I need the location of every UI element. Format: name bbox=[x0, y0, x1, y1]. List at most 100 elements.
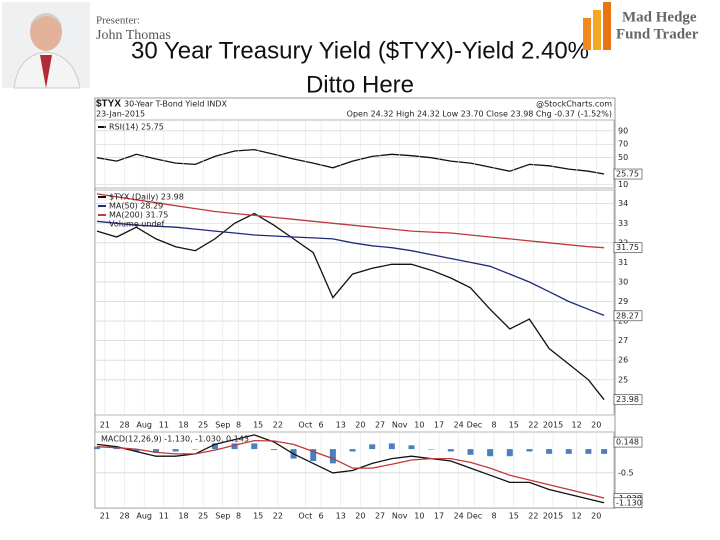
y-tick-label: 70 bbox=[618, 140, 628, 149]
x-tick-label: 8 bbox=[236, 512, 241, 521]
histogram-bar bbox=[447, 449, 454, 452]
logo-line: Fund Trader bbox=[616, 26, 699, 42]
last-value-label: 25.75 bbox=[616, 170, 639, 179]
histogram-bar bbox=[192, 449, 199, 450]
x-tick-label: 21 bbox=[100, 421, 110, 430]
x-tick-label: 18 bbox=[178, 421, 188, 430]
x-tick-label: 11 bbox=[159, 512, 169, 521]
histogram-bar bbox=[408, 445, 415, 450]
x-tick-label: Dec bbox=[467, 421, 482, 430]
slide-title: 30 Year Treasury Yield ($TYX)-Yield 2.40… bbox=[131, 37, 589, 64]
x-tick-label: 17 bbox=[434, 512, 444, 521]
histogram-bar bbox=[152, 449, 159, 453]
date: 23-Jan-2015 bbox=[96, 110, 145, 119]
x-tick-label: 10 bbox=[414, 421, 424, 430]
x-tick-label: 15 bbox=[253, 512, 263, 521]
histogram-bar bbox=[546, 449, 553, 454]
legend-label: RSI(14) 25.75 bbox=[109, 123, 164, 132]
histogram-bar bbox=[506, 449, 513, 457]
histogram-bar bbox=[467, 449, 474, 455]
presenter-photo bbox=[2, 2, 90, 89]
histogram-bar bbox=[369, 444, 376, 450]
y-tick-label: 27 bbox=[618, 336, 628, 345]
x-tick-label: 20 bbox=[355, 512, 365, 521]
x-tick-label: 20 bbox=[355, 421, 365, 430]
logo-icon bbox=[583, 2, 611, 50]
x-tick-label: Oct bbox=[298, 421, 312, 430]
histogram-bar bbox=[565, 449, 572, 454]
quote: Open 24.32 High 24.32 Low 23.70 Close 23… bbox=[347, 110, 612, 119]
x-tick-label: 13 bbox=[336, 421, 346, 430]
series-line bbox=[96, 212, 605, 401]
histogram-bar bbox=[349, 449, 356, 452]
legend-label: Volume undef bbox=[109, 220, 164, 229]
last-value-label: 31.75 bbox=[616, 243, 639, 252]
histogram-bar bbox=[231, 443, 238, 450]
series-line bbox=[96, 439, 605, 499]
x-tick-label: 21 bbox=[100, 512, 110, 521]
x-tick-label: 20 bbox=[591, 421, 601, 430]
last-value-marker bbox=[613, 310, 643, 322]
presenter-label: Presenter: bbox=[96, 15, 140, 27]
x-tick-label: 15 bbox=[253, 421, 263, 430]
x-tick-label: 13 bbox=[336, 512, 346, 521]
y-tick-label: 50 bbox=[618, 153, 628, 162]
histogram-bar bbox=[329, 449, 336, 464]
source: @StockCharts.com bbox=[536, 100, 612, 109]
last-value-marker bbox=[613, 436, 643, 448]
x-tick-label: 6 bbox=[319, 512, 324, 521]
y-tick-label: 90 bbox=[618, 126, 628, 135]
histogram-bar bbox=[601, 449, 608, 454]
histogram-bar bbox=[310, 449, 317, 461]
histogram-bar bbox=[113, 448, 120, 450]
last-value-marker bbox=[613, 497, 643, 509]
x-tick-label: 27 bbox=[375, 421, 385, 430]
series-line bbox=[96, 434, 605, 504]
y-tick-label: 29 bbox=[618, 297, 628, 306]
x-tick-label: Sep bbox=[215, 421, 230, 430]
x-tick-label: Aug bbox=[136, 421, 152, 430]
x-tick-label: Oct bbox=[298, 512, 312, 521]
x-tick-label: 28 bbox=[119, 512, 129, 521]
histogram-bar bbox=[526, 449, 533, 452]
histogram-bar bbox=[133, 449, 140, 452]
series-line bbox=[96, 148, 605, 175]
symbol: $TYX bbox=[96, 99, 121, 110]
y-tick-label: 25 bbox=[618, 375, 628, 384]
last-value-marker bbox=[613, 168, 643, 180]
presenter-name: John Thomas bbox=[96, 28, 171, 43]
histogram-bar bbox=[428, 449, 435, 450]
x-tick-label: Dec bbox=[467, 512, 482, 521]
x-tick-label: Nov bbox=[392, 421, 408, 430]
x-tick-label: 22 bbox=[273, 512, 283, 521]
x-tick-label: 25 bbox=[198, 421, 208, 430]
y-tick-label: -0.5 bbox=[618, 468, 634, 477]
legend-label: $TYX (Daily) 23.98 bbox=[109, 193, 184, 202]
legend-label: MA(200) 31.75 bbox=[109, 211, 168, 220]
x-tick-label: 18 bbox=[178, 512, 188, 521]
histogram-bar bbox=[585, 449, 592, 454]
histogram-bar bbox=[172, 449, 179, 452]
y-tick-label: 26 bbox=[618, 356, 628, 365]
x-tick-label: 15 bbox=[509, 421, 519, 430]
last-value-marker bbox=[613, 242, 643, 254]
x-tick-label: 20 bbox=[591, 512, 601, 521]
histogram-bar bbox=[270, 449, 277, 451]
x-tick-label: 12 bbox=[572, 421, 582, 430]
x-tick-label: 11 bbox=[159, 421, 169, 430]
x-tick-label: 22 bbox=[528, 512, 538, 521]
series-line bbox=[96, 220, 605, 317]
x-tick-label: Aug bbox=[136, 512, 152, 521]
histogram-bar bbox=[94, 446, 100, 450]
x-tick-label: 25 bbox=[198, 512, 208, 521]
series-line bbox=[96, 193, 605, 249]
x-tick-label: 10 bbox=[414, 512, 424, 521]
x-tick-label: 12 bbox=[572, 512, 582, 521]
panel bbox=[94, 119, 615, 189]
histogram-bar bbox=[388, 443, 395, 450]
histogram-bar bbox=[211, 443, 218, 450]
x-tick-label: 2015 bbox=[543, 512, 563, 521]
panel-label: MACD(12,26,9) -1.130, -1.030, 0.143 bbox=[101, 435, 249, 444]
x-tick-label: 22 bbox=[273, 421, 283, 430]
